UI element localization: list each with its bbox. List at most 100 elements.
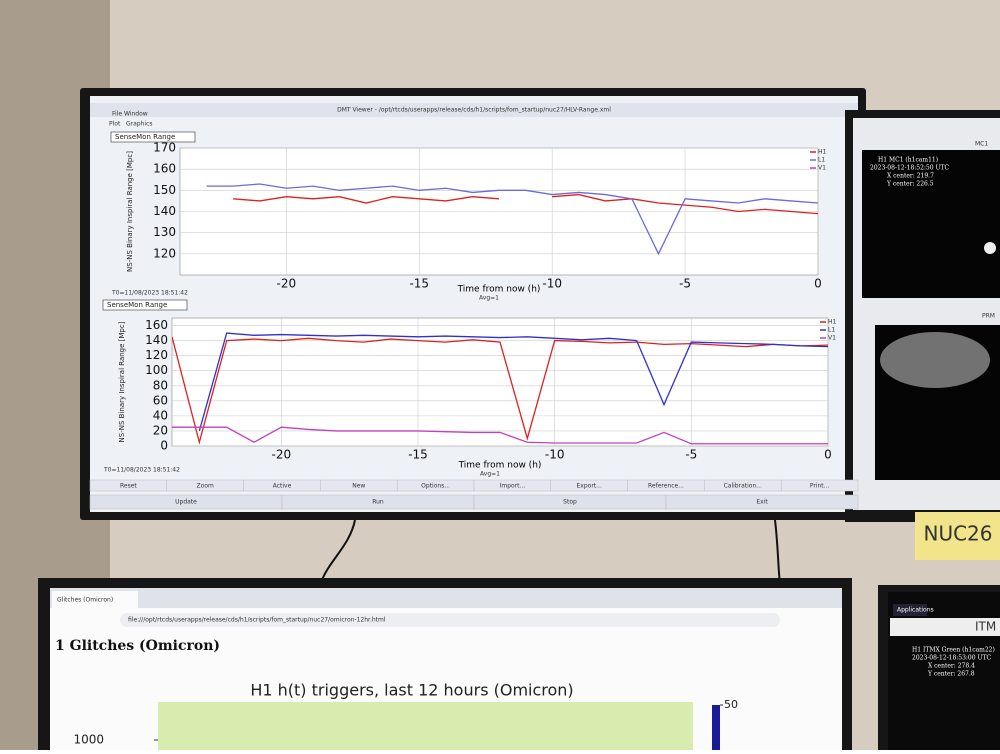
chart-tag-box [102, 299, 188, 311]
avg-note: Avg=1 [480, 471, 500, 478]
camera-tag: PRM [982, 313, 995, 320]
toolbar-label: Print... [810, 483, 830, 490]
y-tick-label: 160 [145, 318, 168, 332]
camera-view [862, 150, 1000, 298]
note-text: NUC26 [923, 522, 992, 546]
y-tick-label: 1000 [73, 733, 104, 747]
legend-label: L1 [828, 327, 835, 334]
chart-tag-box [110, 131, 196, 143]
y-tick-label: 100 [145, 363, 168, 377]
series-group [206, 183, 818, 256]
x-axis-label: Time from now (h) [458, 461, 542, 471]
y-tick-label: 170 [153, 141, 176, 155]
legend-label: V1 [818, 165, 826, 172]
y-tick-label: 140 [145, 333, 168, 347]
y-tick-label: 160 [153, 162, 176, 176]
action-label: Update [175, 499, 197, 506]
camera-text: H1 MC1 (h1cam11) [878, 157, 938, 164]
y-tick-label: 40 [153, 408, 168, 422]
x-tick-label: -20 [272, 448, 292, 462]
y-tick-label: 120 [153, 246, 176, 260]
camera-text: Y center: 226.5 [886, 181, 934, 188]
x-tick-label: -5 [685, 448, 697, 462]
camera-tag: ITM [975, 620, 996, 634]
series-group [172, 332, 828, 445]
camera-header [890, 618, 1000, 636]
y-tick-label: 80 [153, 378, 168, 392]
app-menu[interactable] [893, 604, 927, 616]
toolbar-label: New [352, 483, 365, 490]
colorbar-label: 50 [724, 698, 738, 711]
url-bar[interactable] [120, 613, 780, 627]
colorbar [712, 705, 720, 750]
camera-spot [984, 242, 996, 254]
toolbar-label: Reset [120, 483, 137, 490]
sticky-note [915, 512, 1000, 560]
url: file:///opt/rtcds/userapps/release/cds/h… [128, 617, 386, 624]
action-label: Exit [756, 499, 768, 506]
y-tick-label: 140 [153, 204, 176, 218]
menu[interactable]: Plot [109, 121, 121, 128]
legend-label: H1 [828, 319, 837, 326]
camera-text: X center: 219.7 [887, 173, 934, 180]
tab[interactable] [52, 591, 138, 608]
tab-label: Glitches (Omicron) [57, 597, 113, 604]
x-tick-label: -10 [542, 277, 562, 291]
action-button[interactable] [665, 494, 859, 510]
toolbar-label: Calibration... [724, 483, 762, 490]
menu[interactable]: File [112, 111, 122, 118]
camera-text: 2023-08-12-18:53:00 UTC [912, 655, 992, 662]
camera-text: Y center: 267.8 [927, 671, 975, 678]
camera-tag: MC1 [975, 141, 988, 148]
camera-text: 2023-08-12-18:52:50 UTC [870, 165, 950, 172]
legend-label: V1 [828, 335, 836, 342]
tab-bar [50, 588, 842, 608]
toolbar-label: Active [273, 483, 292, 490]
series-line [198, 332, 828, 432]
y-tick-label: 20 [153, 423, 168, 437]
series-line [206, 183, 818, 256]
y-tick-label: 60 [153, 393, 168, 407]
cable [321, 519, 356, 581]
x-tick-label: 0 [814, 277, 822, 291]
chart-tag: SenseMon Range [107, 301, 167, 309]
time-origin: T0=11/08/2023 18:51:42 [103, 467, 180, 474]
action-label: Stop [563, 499, 577, 506]
y-tick-label: 130 [153, 225, 176, 239]
app-menu-label: Applications [897, 607, 934, 614]
camera-text: X center: 278.4 [928, 663, 975, 670]
toolbar-button[interactable] [780, 479, 859, 492]
avg-note: Avg=1 [479, 295, 499, 302]
heading: 1 Glitches (Omicron) [55, 638, 220, 654]
chart-tag: SenseMon Range [115, 133, 175, 141]
x-tick-label: 0 [824, 448, 832, 462]
y-tick-label: 0 [160, 439, 168, 453]
legend-label: H1 [818, 149, 827, 156]
camera-text: H1 ITMX Green (h1cam22) [912, 647, 995, 654]
x-tick-label: -5 [679, 277, 691, 291]
toolbar-label: Options... [421, 483, 450, 490]
series-line [233, 193, 818, 215]
y-tick-label: 150 [153, 183, 176, 197]
camera-spot [880, 332, 990, 388]
plot-title: H1 h(t) triggers, last 12 hours (Omicron… [250, 681, 573, 700]
toolbar-label: Zoom [197, 483, 214, 490]
series-line [172, 336, 828, 445]
title-bar [90, 103, 858, 117]
y-tick-label: 120 [145, 348, 168, 362]
menu[interactable]: Window [124, 111, 148, 118]
x-tick-label: -10 [545, 448, 565, 462]
action-label: Run [372, 499, 384, 506]
series-line [172, 426, 828, 445]
time-origin: T0=11/08/2023 18:51:42 [111, 290, 188, 297]
toolbar-label: Export... [577, 483, 602, 490]
menu[interactable]: Graphics [126, 121, 153, 128]
toolbar-label: Import... [500, 483, 526, 490]
y-axis-label: NS-NS Binary Inspiral Range [Mpc] [118, 321, 126, 442]
legend-label: L1 [818, 157, 825, 164]
y-axis-label: NS-NS Binary Inspiral Range [Mpc] [126, 151, 134, 272]
toolbar-label: Reference... [648, 483, 684, 490]
window-title: DMT Viewer - /opt/rtcds/userapps/release… [337, 107, 611, 114]
x-axis-label: Time from now (h) [457, 285, 541, 295]
